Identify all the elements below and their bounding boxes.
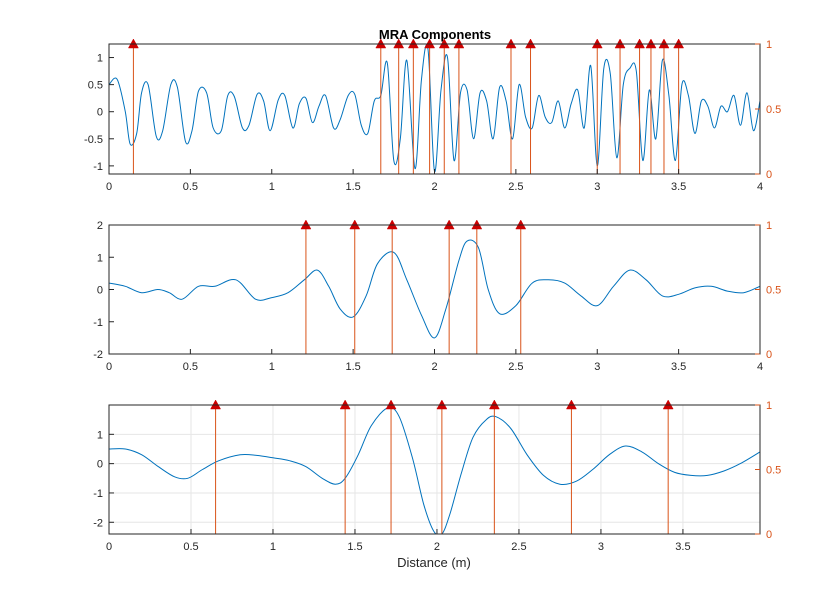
y2-tick-label: 0 — [766, 169, 772, 181]
y-tick-label: 0 — [97, 459, 103, 471]
y2-tick-label: 0.5 — [766, 465, 781, 477]
y-tick-label: -1 — [93, 488, 103, 500]
x-axis-label: Distance (m) — [397, 555, 471, 570]
y-tick-label: -1 — [93, 161, 103, 173]
y2-tick-label: 1 — [766, 400, 772, 412]
y-tick-label: 1 — [97, 53, 103, 65]
y-tick-label: -2 — [93, 517, 103, 529]
y-tick-label: -0.5 — [84, 134, 103, 146]
signal-line — [109, 239, 760, 339]
chart-panel-2: -2 -1 0 1 2 0 0.5 1 0 0.5 1 1.5 2 2.5 3 3.5 4 — [93, 219, 781, 373]
x-tick-label: 1 — [270, 541, 276, 553]
figure-title: MRA Components — [379, 27, 491, 42]
x-tick-label: 4 — [757, 361, 763, 373]
y2-tick-label: 0 — [766, 349, 772, 361]
chart-panel-3: -2 -1 0 1 0 0.5 1 0 0.5 1 1.5 2 2.5 3 3.5 — [93, 399, 781, 553]
y-tick-label: 1 — [97, 429, 103, 441]
x-tick-label: 1.5 — [345, 361, 360, 373]
x-tick-label: 2 — [431, 181, 437, 193]
y-tick-label: 0 — [97, 285, 103, 297]
x-tick-label: 0.5 — [183, 361, 198, 373]
signal-line — [109, 407, 760, 534]
y-tick-label: -2 — [93, 349, 103, 361]
x-tick-label: 0.5 — [183, 181, 198, 193]
x-tick-label: 0.5 — [183, 541, 198, 553]
x-tick-label: 4 — [757, 181, 763, 193]
x-tick-label: 3 — [594, 361, 600, 373]
x-tick-label: 0 — [106, 361, 112, 373]
x-tick-label: 3 — [594, 181, 600, 193]
y-tick-label: 2 — [97, 220, 103, 232]
x-tick-label: 3 — [598, 541, 604, 553]
x-tick-label: 2.5 — [508, 181, 523, 193]
x-tick-label: 0 — [106, 181, 112, 193]
x-tick-label: 1.5 — [347, 541, 362, 553]
x-tick-label: 0 — [106, 541, 112, 553]
x-tick-label: 3.5 — [671, 181, 686, 193]
y2-tick-label: 1 — [766, 220, 772, 232]
y2-tick-label: 0.5 — [766, 104, 781, 116]
x-tick-label: 1 — [269, 361, 275, 373]
y-tick-label: 0 — [97, 107, 103, 119]
signal-line — [109, 44, 760, 172]
y2-tick-label: 1 — [766, 39, 772, 51]
x-tick-label: 2.5 — [511, 541, 526, 553]
x-tick-label: 2.5 — [508, 361, 523, 373]
x-tick-label: 1 — [269, 181, 275, 193]
x-tick-label: 3.5 — [675, 541, 690, 553]
chart-panel-1: -1 -0.5 0 0.5 1 0 0.5 1 0 0.5 1 1.5 2 2.5 3 3.5 4 — [84, 38, 781, 193]
y-tick-label: 1 — [97, 252, 103, 264]
y-tick-label: -1 — [93, 317, 103, 329]
y-tick-label: 0.5 — [88, 80, 103, 92]
x-tick-label: 2 — [434, 541, 440, 553]
x-tick-label: 2 — [431, 361, 437, 373]
y2-tick-label: 0.5 — [766, 285, 781, 297]
x-tick-label: 3.5 — [671, 361, 686, 373]
y2-tick-label: 0 — [766, 529, 772, 541]
x-tick-label: 1.5 — [345, 181, 360, 193]
